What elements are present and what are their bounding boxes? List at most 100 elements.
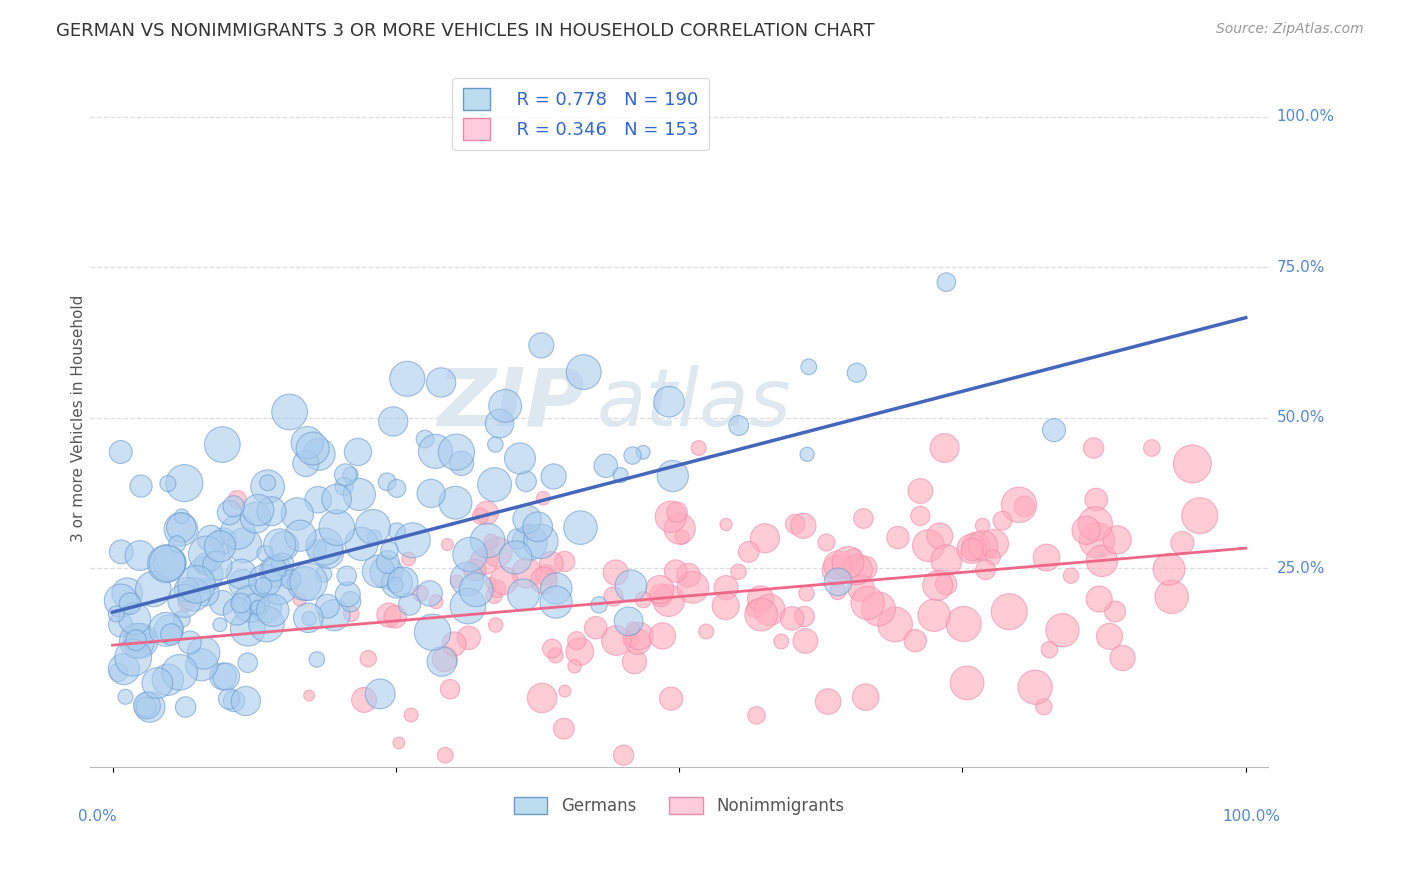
- Point: [785, 517, 807, 532]
- Point: [253, 546, 276, 560]
- Point: [146, 676, 169, 690]
- Point: [347, 445, 370, 459]
- Point: [247, 503, 270, 517]
- Point: [658, 394, 681, 409]
- Point: [339, 595, 361, 609]
- Point: [278, 405, 301, 419]
- Point: [218, 506, 240, 520]
- Point: [290, 529, 312, 543]
- Point: [727, 565, 749, 579]
- Point: [125, 633, 148, 648]
- Point: [1038, 642, 1060, 657]
- Point: [122, 650, 145, 665]
- Point: [695, 624, 717, 639]
- Point: [298, 612, 321, 626]
- Point: [956, 676, 979, 690]
- Point: [226, 492, 249, 507]
- Point: [212, 669, 235, 683]
- Point: [325, 491, 347, 506]
- Point: [1076, 524, 1098, 538]
- Point: [935, 275, 957, 289]
- Point: [1085, 492, 1108, 507]
- Point: [176, 582, 198, 597]
- Text: 0.0%: 0.0%: [79, 809, 117, 824]
- Point: [714, 581, 737, 595]
- Point: [260, 504, 283, 518]
- Point: [159, 556, 181, 570]
- Point: [247, 600, 270, 615]
- Point: [842, 549, 865, 564]
- Point: [235, 694, 257, 708]
- Point: [485, 618, 508, 632]
- Point: [398, 552, 420, 566]
- Point: [658, 593, 681, 607]
- Point: [668, 522, 690, 536]
- Point: [252, 579, 274, 593]
- Point: [541, 641, 564, 656]
- Point: [494, 399, 516, 413]
- Point: [245, 510, 267, 524]
- Point: [972, 538, 994, 552]
- Point: [815, 535, 838, 549]
- Point: [169, 665, 191, 680]
- Point: [533, 574, 555, 588]
- Point: [659, 509, 682, 524]
- Point: [1014, 500, 1036, 514]
- Point: [479, 534, 502, 549]
- Point: [780, 611, 803, 625]
- Point: [200, 532, 222, 546]
- Point: [887, 531, 910, 545]
- Point: [1157, 562, 1180, 576]
- Point: [439, 682, 461, 697]
- Point: [236, 622, 259, 636]
- Point: [263, 562, 285, 576]
- Point: [307, 492, 329, 507]
- Point: [488, 417, 510, 431]
- Point: [714, 517, 737, 532]
- Point: [392, 574, 415, 589]
- Point: [1043, 423, 1066, 437]
- Point: [572, 365, 595, 379]
- Point: [155, 623, 177, 637]
- Point: [754, 531, 776, 545]
- Point: [264, 564, 287, 578]
- Point: [160, 627, 183, 641]
- Point: [273, 539, 295, 553]
- Point: [671, 530, 693, 544]
- Point: [482, 588, 505, 602]
- Point: [1107, 533, 1129, 547]
- Point: [262, 603, 284, 617]
- Point: [170, 520, 193, 534]
- Point: [517, 524, 540, 539]
- Point: [318, 546, 340, 560]
- Point: [794, 634, 817, 648]
- Point: [770, 634, 793, 648]
- Point: [326, 521, 349, 535]
- Point: [173, 594, 195, 608]
- Point: [212, 533, 235, 548]
- Point: [727, 418, 749, 433]
- Point: [613, 748, 636, 763]
- Point: [540, 556, 562, 570]
- Point: [385, 575, 408, 590]
- Point: [972, 518, 994, 533]
- Point: [568, 644, 591, 658]
- Point: [585, 621, 607, 635]
- Point: [960, 541, 983, 556]
- Point: [349, 487, 371, 501]
- Point: [516, 512, 538, 526]
- Point: [935, 577, 957, 591]
- Point: [367, 564, 389, 578]
- Point: [983, 537, 1005, 551]
- Point: [256, 475, 278, 490]
- Point: [157, 623, 180, 637]
- Point: [378, 608, 401, 623]
- Point: [738, 545, 761, 559]
- Point: [620, 632, 643, 647]
- Point: [554, 555, 576, 569]
- Point: [375, 565, 398, 579]
- Point: [486, 582, 509, 596]
- Point: [396, 372, 419, 386]
- Point: [1060, 568, 1083, 582]
- Point: [339, 467, 361, 482]
